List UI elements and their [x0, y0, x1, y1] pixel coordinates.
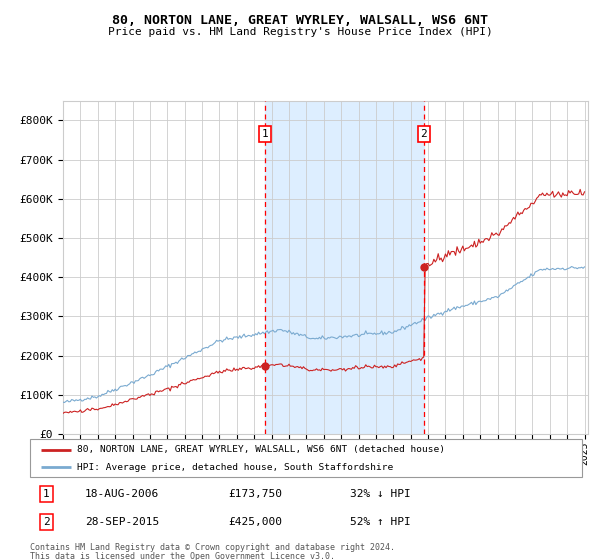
Text: 1: 1 — [262, 129, 268, 139]
Text: £425,000: £425,000 — [229, 517, 283, 527]
Text: 80, NORTON LANE, GREAT WYRLEY, WALSALL, WS6 6NT (detached house): 80, NORTON LANE, GREAT WYRLEY, WALSALL, … — [77, 445, 445, 454]
Text: 32% ↓ HPI: 32% ↓ HPI — [350, 489, 411, 499]
FancyBboxPatch shape — [30, 439, 582, 477]
Text: 2: 2 — [43, 517, 50, 527]
Text: Contains HM Land Registry data © Crown copyright and database right 2024.: Contains HM Land Registry data © Crown c… — [30, 543, 395, 552]
Text: £173,750: £173,750 — [229, 489, 283, 499]
Text: 28-SEP-2015: 28-SEP-2015 — [85, 517, 160, 527]
Text: This data is licensed under the Open Government Licence v3.0.: This data is licensed under the Open Gov… — [30, 552, 335, 560]
Text: 1: 1 — [43, 489, 50, 499]
Text: 18-AUG-2006: 18-AUG-2006 — [85, 489, 160, 499]
Text: 2: 2 — [421, 129, 427, 139]
Text: Price paid vs. HM Land Registry's House Price Index (HPI): Price paid vs. HM Land Registry's House … — [107, 27, 493, 37]
Text: 80, NORTON LANE, GREAT WYRLEY, WALSALL, WS6 6NT: 80, NORTON LANE, GREAT WYRLEY, WALSALL, … — [112, 14, 488, 27]
Text: 52% ↑ HPI: 52% ↑ HPI — [350, 517, 411, 527]
Text: HPI: Average price, detached house, South Staffordshire: HPI: Average price, detached house, Sout… — [77, 463, 393, 472]
Bar — [265, 101, 424, 434]
